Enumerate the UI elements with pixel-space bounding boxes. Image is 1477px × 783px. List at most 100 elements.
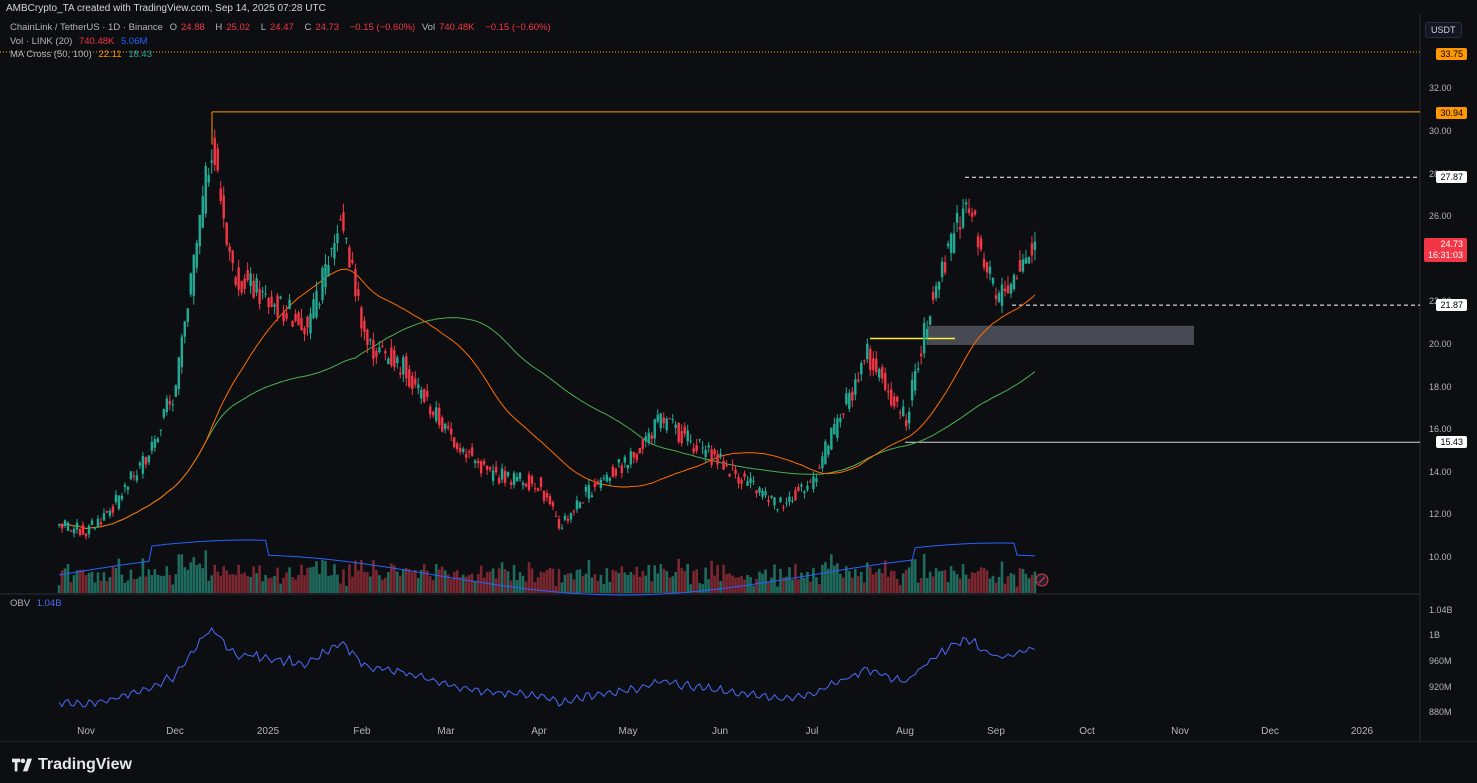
- candle-body: [683, 426, 686, 434]
- volume-bar: [476, 574, 480, 593]
- candle-body: [755, 490, 758, 494]
- volume-bar: [494, 578, 498, 593]
- ohlc-legend[interactable]: ChainLink / TetherUS · 1D · Binance O 24.…: [10, 22, 555, 33]
- price-tag-resistance-high: 30.94: [1436, 107, 1467, 119]
- volume-bar: [892, 570, 896, 593]
- candle-body: [60, 523, 64, 529]
- candle-body: [872, 358, 875, 371]
- candle-body: [704, 449, 707, 457]
- obv-label[interactable]: OBV: [10, 598, 31, 609]
- volume-bar: [889, 570, 893, 593]
- volume-bar: [871, 574, 875, 593]
- candle-body: [524, 483, 528, 487]
- candle-body: [509, 482, 513, 485]
- ma-50-line: [58, 268, 1036, 530]
- volume-bar: [255, 573, 258, 593]
- volume-bar: [434, 564, 438, 593]
- candle-body: [1030, 243, 1034, 256]
- volume-bar: [267, 578, 270, 593]
- candle-body: [81, 524, 85, 535]
- candle-body: [779, 497, 782, 502]
- volume-bar: [701, 584, 704, 593]
- volume-legend[interactable]: Vol · LINK (20) 740.48K 5.06M: [10, 36, 151, 47]
- volume-bar: [192, 557, 196, 593]
- time-axis-label: 2026: [1350, 726, 1374, 737]
- candle-body: [255, 278, 258, 293]
- volume-bar: [527, 562, 531, 593]
- candle-body: [396, 357, 399, 364]
- volume-bar: [384, 577, 387, 593]
- candle-body: [234, 277, 237, 285]
- candle-body: [461, 448, 465, 452]
- volume-bar: [922, 553, 926, 593]
- candle-body: [536, 488, 540, 491]
- volume-bar: [458, 577, 462, 593]
- candle-body: [482, 461, 486, 465]
- ma-cross-label[interactable]: MA Cross (50, 100): [10, 49, 92, 60]
- candle-body: [258, 288, 261, 305]
- obv-legend[interactable]: OBV 1.04B: [10, 598, 66, 609]
- volume-bar: [767, 582, 770, 593]
- close-label: C 24.73: [304, 22, 340, 33]
- volume-bar: [422, 564, 426, 593]
- volume-bar: [482, 577, 486, 593]
- candle-body: [354, 269, 357, 297]
- candle-body: [521, 482, 525, 486]
- ma-cross-legend[interactable]: MA Cross (50, 100) 22.11 18.43: [10, 49, 156, 60]
- volume-bar: [138, 576, 142, 593]
- volume-bar: [599, 574, 603, 593]
- volume-bar: [647, 564, 651, 593]
- volume-bar: [512, 565, 516, 593]
- symbol-label[interactable]: ChainLink / TetherUS · 1D · Binance: [10, 22, 163, 33]
- candle-body: [372, 340, 375, 360]
- volume-bar: [880, 573, 884, 593]
- volume-bar: [809, 581, 812, 593]
- candle-body: [249, 273, 252, 286]
- candle-body: [189, 273, 192, 295]
- volume-bar: [656, 573, 660, 593]
- candle-body: [129, 471, 133, 480]
- volume-bar: [515, 580, 519, 593]
- candle-body: [620, 465, 624, 474]
- candle-body: [827, 445, 830, 455]
- volume-bar: [390, 563, 393, 593]
- volume-bar: [677, 558, 680, 593]
- candle-body: [575, 500, 579, 510]
- candle-body: [246, 270, 249, 280]
- candle-body: [731, 464, 734, 466]
- volume-bar: [425, 570, 429, 593]
- volume-bar: [261, 581, 264, 593]
- candle-body: [794, 490, 797, 501]
- volume-bar: [198, 563, 202, 593]
- candle-body: [638, 448, 641, 454]
- candle-body: [273, 304, 276, 307]
- price-axis-label: 16.00: [1429, 424, 1452, 435]
- volume-value-a: 740.48K: [78, 36, 115, 47]
- currency-button[interactable]: USDT: [1425, 22, 1462, 38]
- volume-bar: [851, 577, 854, 593]
- volume-bar: [524, 581, 528, 593]
- volume-bar: [153, 569, 157, 593]
- volume-bar: [237, 564, 240, 593]
- candle-body: [228, 246, 231, 252]
- candle-body: [614, 468, 618, 476]
- candle-body: [809, 481, 812, 483]
- candle-body: [890, 389, 893, 406]
- candle-body: [851, 391, 854, 401]
- candle-body: [961, 208, 965, 228]
- volume-bar: [821, 564, 824, 593]
- volume-bar: [360, 560, 363, 593]
- volume-bar: [132, 579, 136, 593]
- candle-body: [949, 233, 953, 254]
- volume-bar: [243, 572, 246, 593]
- volume-bar: [686, 563, 689, 593]
- volume-bar: [171, 584, 175, 593]
- volume-bar: [156, 574, 160, 593]
- tradingview-logo[interactable]: TradingView: [12, 756, 132, 774]
- volume-indicator-label[interactable]: Vol · LINK (20): [10, 36, 73, 47]
- time-axis-label: Jul: [805, 726, 819, 737]
- candle-body: [728, 474, 731, 477]
- volume-bar: [96, 572, 100, 593]
- volume-bar: [952, 570, 956, 593]
